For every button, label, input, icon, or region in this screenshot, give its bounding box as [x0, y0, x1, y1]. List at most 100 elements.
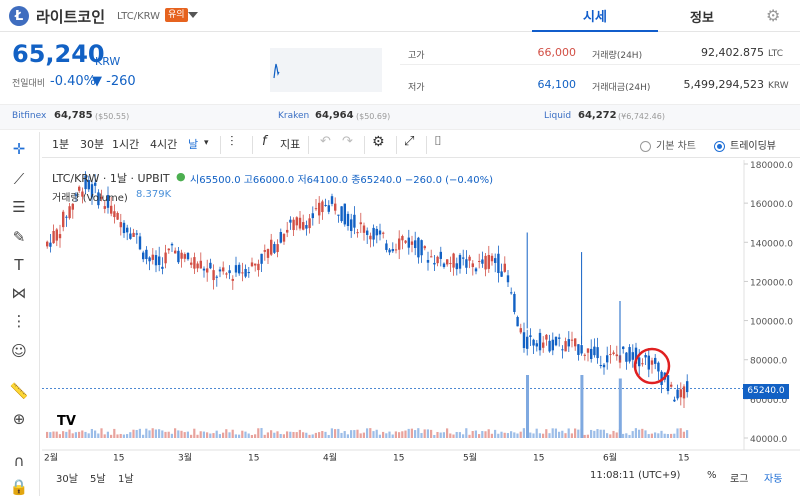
- candle-body: [183, 254, 186, 259]
- magnet-icon[interactable]: ∩: [13, 452, 25, 470]
- volume-bar: [311, 434, 314, 438]
- volume-bar: [337, 428, 340, 438]
- projection-icon[interactable]: ⋮: [11, 312, 27, 330]
- interval-4h[interactable]: 4시간: [150, 138, 178, 151]
- exchange-price: 64,272: [578, 110, 617, 121]
- volume-bar: [382, 431, 385, 438]
- volume-bar: [570, 433, 573, 438]
- interval-1m[interactable]: 1분: [52, 138, 70, 151]
- text-icon[interactable]: T: [14, 256, 24, 274]
- undo-icon[interactable]: ↶: [320, 134, 331, 149]
- chart-svg[interactable]: 180000.0 160000.0 140000.0 120000.0 100000.0…: [42, 160, 800, 496]
- candle-body: [506, 275, 510, 283]
- pattern-icon[interactable]: ⋈: [11, 284, 27, 302]
- lock-icon[interactable]: 🔒: [9, 478, 29, 496]
- exchange-name[interactable]: Liquid: [544, 111, 572, 121]
- interval-30m[interactable]: 30분: [80, 138, 105, 151]
- candle-body: [180, 252, 183, 259]
- amount-unit: KRW: [768, 81, 789, 91]
- candle-body: [74, 194, 78, 196]
- candle-body: [676, 389, 679, 399]
- zoom-in-icon[interactable]: ⊕: [12, 410, 26, 428]
- volume-bar: [209, 433, 212, 438]
- candle-body: [490, 255, 494, 262]
- volume-bar: [670, 433, 673, 438]
- candle-type-icon[interactable]: ⫶: [230, 134, 234, 150]
- candle-body: [410, 241, 414, 245]
- camera-icon[interactable]: ⌷: [434, 134, 442, 149]
- volume-bar: [321, 430, 324, 438]
- radio-basic-chart[interactable]: [640, 141, 651, 152]
- volume-bar: [519, 431, 522, 438]
- volume-bar: [177, 430, 180, 438]
- volume-bar: [314, 432, 317, 438]
- exchange-name[interactable]: Kraken: [278, 111, 310, 121]
- candle-body: [660, 371, 663, 385]
- percent-toggle[interactable]: %: [707, 470, 717, 481]
- radio-tradingview[interactable]: [714, 141, 725, 152]
- coin-name[interactable]: 라이트코인: [36, 8, 106, 26]
- volume-bar: [289, 431, 292, 438]
- candle-body: [135, 233, 138, 235]
- fib-lines-icon[interactable]: ☰: [12, 198, 26, 216]
- gear-icon[interactable]: ⚙: [766, 6, 781, 25]
- gear-icon[interactable]: ⚙: [372, 134, 385, 150]
- candle-body: [564, 341, 567, 352]
- candle-body: [513, 293, 516, 312]
- interval-dropdown-icon[interactable]: ▾: [204, 138, 209, 148]
- volume-bar: [302, 432, 305, 438]
- chevron-down-icon[interactable]: [188, 12, 198, 18]
- candle-body: [276, 244, 279, 253]
- volume-bar: [55, 431, 58, 438]
- volume-bar: [564, 433, 567, 438]
- candle-body: [462, 257, 465, 259]
- volume-bar: [513, 432, 516, 438]
- candle-body: [126, 227, 129, 233]
- tab-price[interactable]: 시세: [532, 0, 658, 32]
- volume-bar: [452, 434, 455, 438]
- tradingview-label[interactable]: 트레이딩뷰: [730, 141, 776, 152]
- volume-bar: [609, 434, 612, 438]
- auto-toggle[interactable]: 자동: [764, 474, 783, 485]
- interval-1h[interactable]: 1시간: [112, 138, 140, 151]
- volume-bar: [394, 431, 397, 438]
- candle-body: [324, 204, 327, 206]
- range-5d[interactable]: 5날: [90, 474, 106, 485]
- volume-bar: [423, 429, 426, 438]
- range-30d[interactable]: 30날: [56, 474, 78, 485]
- fullscreen-icon[interactable]: ⤢: [404, 134, 415, 149]
- candle-body: [314, 208, 318, 210]
- redo-icon[interactable]: ↷: [342, 134, 353, 149]
- candle-body: [423, 246, 426, 249]
- toolbar-divider: [426, 136, 427, 154]
- log-toggle[interactable]: 로그: [730, 474, 749, 485]
- volume-bar: [138, 428, 141, 438]
- brush-icon[interactable]: ✎: [12, 228, 26, 246]
- x-tick-label: 5월: [463, 452, 477, 464]
- indicator-button[interactable]: 지표: [280, 138, 301, 151]
- basic-chart-label[interactable]: 기본 차트: [656, 141, 696, 152]
- crosshair-icon[interactable]: ✛: [12, 140, 26, 158]
- emoji-icon[interactable]: ☺: [11, 342, 27, 360]
- volume-bar: [186, 431, 189, 438]
- interval-day[interactable]: 날: [188, 138, 199, 151]
- candle-body: [190, 262, 193, 265]
- exchange-name[interactable]: Bitfinex: [12, 111, 47, 121]
- price-chart[interactable]: 180000.0 160000.0 140000.0 120000.0 100000.0…: [42, 160, 800, 496]
- candle-body: [212, 270, 215, 281]
- candle-body: [478, 260, 481, 262]
- volume-bar: [446, 428, 449, 438]
- ruler-icon[interactable]: 📏: [9, 382, 29, 400]
- volume-bar: [554, 428, 557, 438]
- volume-legend-value: 8.379K: [136, 189, 172, 200]
- range-1d[interactable]: 1날: [118, 474, 134, 485]
- tab-info[interactable]: 정보: [690, 10, 714, 26]
- candle-body: [122, 222, 126, 234]
- indicator-icon[interactable]: f: [262, 134, 267, 149]
- candle-body: [356, 232, 359, 234]
- trendline-icon[interactable]: ⟋: [13, 170, 25, 188]
- candle-body: [538, 332, 542, 351]
- candle-body: [436, 256, 439, 264]
- candle-body: [382, 232, 385, 234]
- candle-body: [327, 205, 330, 212]
